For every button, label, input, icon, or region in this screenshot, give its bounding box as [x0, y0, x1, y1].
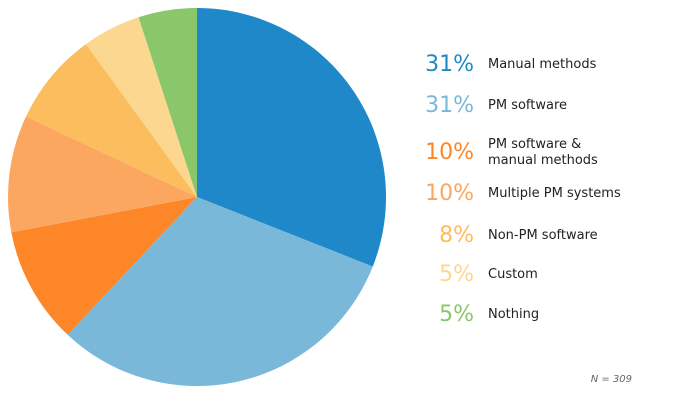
- legend-label: Nothing: [488, 307, 540, 322]
- pie-slice-manual-methods: [197, 8, 386, 267]
- legend-item: 5% Nothing: [400, 303, 648, 327]
- pie-slice-custom: [85, 17, 197, 197]
- legend-item: 8% Non-PM software: [400, 224, 648, 248]
- pie-slice-pm-software-manual-methods: [11, 197, 197, 335]
- legend-item: 5% Custom: [400, 263, 648, 287]
- legend-label: Manual methods: [488, 57, 597, 72]
- legend-percent: 10%: [425, 140, 474, 165]
- legend-label: PM software: [488, 98, 568, 113]
- legend-item: 10% Multiple PM systems: [400, 182, 648, 206]
- pie-slice-nothing: [138, 8, 197, 197]
- legend-percent: 5%: [439, 302, 474, 327]
- sample-size-note: N = 309: [590, 374, 632, 385]
- pie-slice-pm-software: [67, 197, 373, 386]
- pie-slice-non-pm-software: [25, 44, 197, 197]
- legend-item: 31% PM software: [400, 94, 648, 118]
- legend-item: 10% PM software & manual methods: [400, 137, 613, 168]
- legend-percent: 5%: [439, 262, 474, 287]
- legend-label: PM software & manual methods: [488, 137, 598, 168]
- legend-item: 31% Manual methods: [400, 53, 648, 77]
- pie-chart: [8, 8, 386, 386]
- legend-percent: 8%: [439, 223, 474, 248]
- legend-percent: 10%: [425, 181, 474, 206]
- legend-label: Non-PM software: [488, 228, 598, 243]
- legend-label: Custom: [488, 267, 538, 282]
- legend-percent: 31%: [425, 52, 474, 77]
- legend-percent: 31%: [425, 93, 474, 118]
- legend-label: Multiple PM systems: [488, 186, 621, 201]
- pie-slice-multiple-pm-systems: [8, 116, 197, 233]
